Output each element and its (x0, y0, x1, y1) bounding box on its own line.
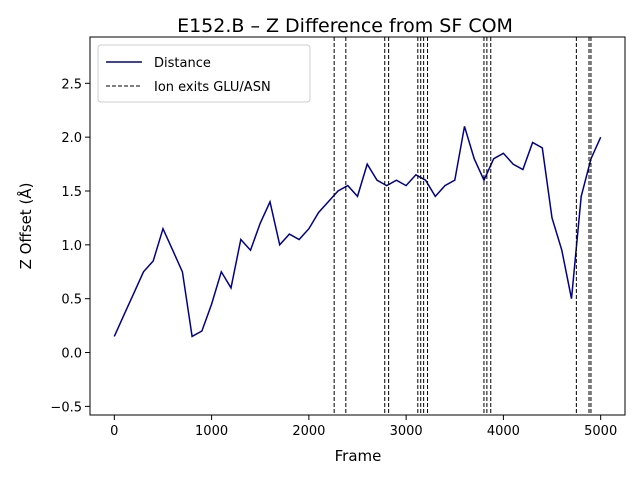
y-tick-label: 2.0 (61, 131, 82, 146)
x-axis: 0 1000 2000 3000 4000 5000 (110, 415, 617, 439)
plot-frame (89, 36, 626, 416)
x-tick-label: 1000 (195, 424, 228, 439)
y-tick-label: 2.5 (61, 77, 82, 92)
legend-label-ion-exits: Ion exits GLU/ASN (154, 80, 271, 95)
y-axis-label: Z Offset (Å) (16, 183, 35, 270)
y-tick-label: −0.5 (50, 400, 82, 415)
x-tick-label: 2000 (292, 424, 325, 439)
x-tick-label: 5000 (584, 424, 617, 439)
legend-label-distance: Distance (154, 56, 211, 71)
y-tick-label: 0.0 (61, 347, 82, 362)
legend-box (97, 44, 311, 103)
distance-series-line (113, 126, 602, 338)
y-axis: −0.5 0.0 0.5 1.0 1.5 2.0 2.5 (50, 77, 90, 415)
x-tick-label: 3000 (390, 424, 423, 439)
plot-area (113, 37, 602, 415)
legend: Distance Ion exits GLU/ASN (97, 44, 311, 103)
x-tick-label: 4000 (487, 424, 520, 439)
x-axis-label: Frame (335, 447, 382, 465)
y-tick-label: 1.0 (61, 239, 82, 254)
chart-title: E152.B – Z Difference from SF COM (177, 15, 513, 37)
y-tick-label: 0.5 (61, 293, 82, 308)
x-tick-label: 0 (110, 424, 118, 439)
y-tick-label: 1.5 (61, 185, 82, 200)
